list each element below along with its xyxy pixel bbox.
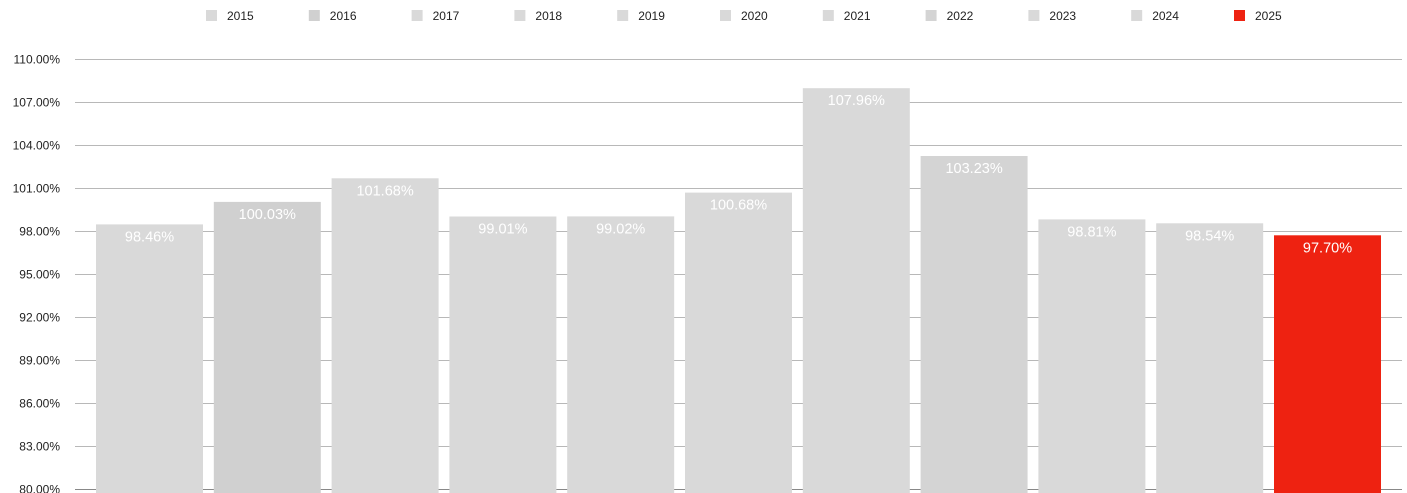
bar-2022[interactable] [920, 156, 1028, 493]
y-tick-label: 89.00% [19, 354, 60, 368]
bar-2024[interactable] [1156, 223, 1264, 493]
legend-item-2025[interactable]: 2025 [1234, 9, 1282, 23]
legend-swatch-2021 [822, 10, 834, 21]
data-label-2021: 107.96% [828, 93, 885, 109]
y-tick-label: 86.00% [19, 397, 60, 411]
legend-swatch-2016 [308, 10, 320, 21]
y-tick-label: 95.00% [19, 268, 60, 282]
legend-label-2020: 2020 [741, 9, 768, 23]
legend-swatch-2025 [1234, 10, 1245, 21]
legend-label-2023: 2023 [1049, 9, 1076, 23]
data-label-2017: 101.68% [356, 183, 413, 199]
y-tick-label: 83.00% [19, 440, 60, 454]
data-label-2019: 99.02% [596, 221, 645, 237]
data-label-2018: 99.01% [478, 222, 527, 238]
legend-swatch-2017 [411, 10, 423, 21]
legend-swatch-2015 [206, 10, 217, 21]
legend-item-2018[interactable]: 2018 [514, 9, 562, 23]
bar-2016[interactable] [213, 201, 321, 493]
y-tick-label: 101.00% [13, 182, 61, 196]
legend-swatch-2019 [617, 10, 629, 21]
legend-swatch-2018 [514, 10, 526, 21]
y-tick-label: 98.00% [19, 225, 60, 239]
legend-item-2023[interactable]: 2023 [1028, 9, 1076, 23]
chart-data-labels: 98.46% 100.03% 101.68% 99.01% 99.02% 100.68% 1… [125, 93, 1352, 256]
legend-label-2016: 2016 [330, 9, 357, 23]
data-label-2022: 103.23% [945, 161, 1002, 177]
legend-label-2015: 2015 [227, 9, 254, 23]
data-label-2016: 100.03% [239, 207, 296, 223]
legend-label-2021: 2021 [844, 9, 871, 23]
bar-2015[interactable] [96, 224, 203, 493]
y-tick-label: 107.00% [13, 96, 61, 110]
data-label-2024: 98.54% [1185, 228, 1234, 244]
y-tick-label: 80.00% [19, 483, 60, 493]
data-label-2025: 97.70% [1303, 240, 1352, 256]
legend-item-2015[interactable]: 2015 [206, 9, 254, 23]
bar-2018[interactable] [449, 216, 557, 493]
legend-label-2024: 2024 [1152, 9, 1179, 23]
data-label-2020: 100.68% [710, 198, 767, 214]
bar-2020[interactable] [685, 192, 792, 493]
legend-swatch-2022 [925, 10, 937, 21]
legend-swatch-2024 [1131, 10, 1143, 21]
bar-2017[interactable] [331, 178, 439, 493]
data-label-2023: 98.81% [1067, 224, 1116, 240]
legend-item-2017[interactable]: 2017 [411, 9, 460, 23]
legend-label-2018: 2018 [535, 9, 562, 23]
legend-swatch-2023 [1028, 10, 1040, 21]
bar-2021[interactable] [802, 88, 910, 493]
chart-bars [96, 88, 1381, 493]
data-label-2015: 98.46% [125, 229, 174, 245]
legend-item-2019[interactable]: 2019 [617, 9, 665, 23]
legend-label-2025: 2025 [1255, 9, 1282, 23]
chart-legend: 2015 2016 2017 2018 2019 2020 2021 2022 2023 2024… [206, 9, 1282, 23]
legend-label-2022: 2022 [947, 9, 974, 23]
legend-label-2019: 2019 [638, 9, 665, 23]
y-tick-label: 110.00% [14, 53, 61, 67]
legend-label-2017: 2017 [433, 9, 460, 23]
bar-2019[interactable] [567, 216, 675, 493]
legend-item-2021[interactable]: 2021 [822, 9, 871, 23]
y-axis-ticks: 80.00% 83.00% 86.00% 89.00% 92.00% 95.00% 98.0… [13, 53, 61, 493]
bar-2025[interactable] [1274, 235, 1381, 493]
legend-item-2016[interactable]: 2016 [308, 9, 357, 23]
legend-swatch-2020 [720, 10, 731, 21]
legend-item-2020[interactable]: 2020 [720, 9, 768, 23]
y-tick-label: 92.00% [19, 311, 60, 325]
legend-item-2024[interactable]: 2024 [1131, 9, 1179, 23]
legend-item-2022[interactable]: 2022 [925, 9, 974, 23]
y-tick-label: 104.00% [13, 139, 61, 153]
bar-2023[interactable] [1038, 219, 1146, 493]
